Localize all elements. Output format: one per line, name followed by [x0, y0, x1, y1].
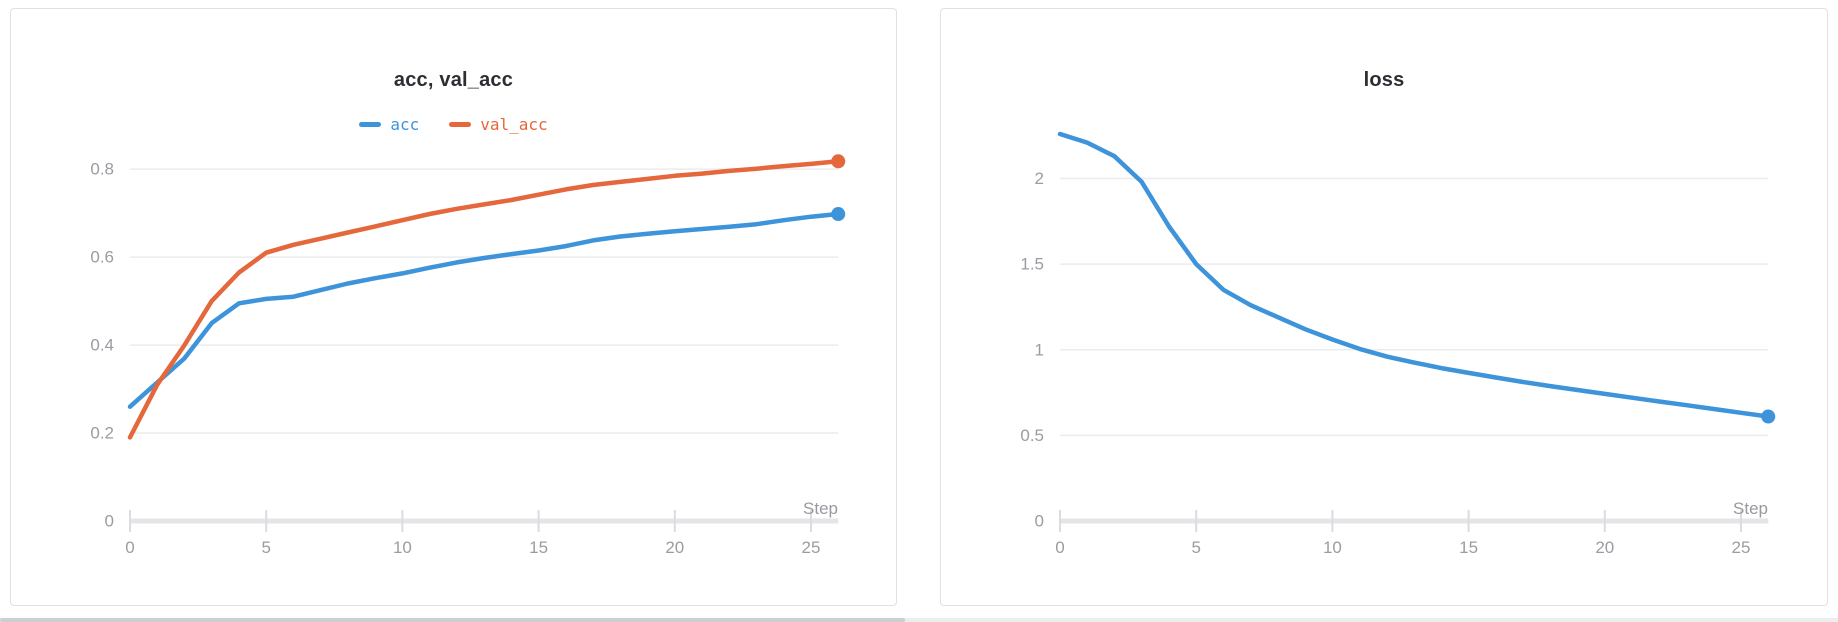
- val-acc-series-swatch: [449, 122, 472, 127]
- acc-chart-plot[interactable]: 0 0.2 0.4 0.6 0.8 0 5 10 15 20 25: [11, 9, 895, 604]
- x-tick-label: 15: [1459, 538, 1478, 557]
- y-tick-label: 0.4: [90, 336, 114, 355]
- end-point-dot-loss[interactable]: [1761, 409, 1776, 424]
- bottom-scrollbar-thumb[interactable]: [0, 618, 905, 622]
- y-tick-label: 0.8: [90, 160, 114, 179]
- x-tick-label: 0: [125, 538, 134, 557]
- chart-title-acc: acc, val_acc: [393, 69, 514, 91]
- x-axis-title-acc: Step: [803, 499, 838, 518]
- y-tick-label: 0: [105, 512, 114, 531]
- series-line-acc[interactable]: [127, 211, 841, 409]
- loss-chart-plot[interactable]: 00.511.520 5 10 15 20 25: [941, 9, 1826, 604]
- y-tick-label: 0.6: [90, 248, 114, 267]
- y-tick-label: 1.5: [1020, 255, 1044, 274]
- legend-label-acc: acc: [390, 115, 420, 134]
- x-tick-label: 25: [802, 538, 821, 557]
- legend-label-val-acc: val_acc: [480, 115, 548, 134]
- series-line-val_acc[interactable]: [127, 159, 841, 440]
- end-point-dot-acc[interactable]: [831, 207, 846, 222]
- legend-acc: acc val_acc: [11, 115, 896, 134]
- y-tick-label: 1: [1035, 340, 1044, 359]
- x-tick-label: 10: [1323, 538, 1342, 557]
- x-tick-label: 5: [1191, 538, 1200, 557]
- x-axis-line: [1060, 518, 1769, 524]
- y-tick-label: 0.2: [90, 424, 114, 443]
- legend-item-acc[interactable]: acc: [359, 115, 419, 134]
- acc-series-swatch: [359, 122, 382, 127]
- chart-panel-acc[interactable]: 0 0.2 0.4 0.6 0.8 0 5 10 15 20 25 acc, val_acc acc…: [10, 8, 897, 606]
- x-tick-label: 5: [261, 538, 270, 557]
- x-tick-label: 20: [665, 538, 684, 557]
- x-axis-line: [130, 518, 839, 524]
- chart-panel-loss[interactable]: 0 0.5 1 1.5 2 0 5 10 15 20 25 loss Step: [940, 8, 1828, 606]
- chart-title-loss: loss: [1363, 69, 1405, 91]
- legend-item-val-acc[interactable]: val_acc: [449, 115, 548, 134]
- x-axis-title-loss: Step: [1733, 499, 1768, 518]
- x-tick-label: 0: [1055, 538, 1064, 557]
- bottom-divider: [0, 618, 1838, 622]
- x-tick-label: 15: [529, 538, 548, 557]
- y-tick-label: 0.5: [1020, 426, 1044, 445]
- y-tick-label: 0: [1035, 512, 1044, 531]
- x-tick-label: 20: [1595, 538, 1614, 557]
- series-line-loss[interactable]: [1057, 131, 1771, 419]
- x-tick-label: 10: [393, 538, 412, 557]
- y-tick-label: 2: [1035, 169, 1044, 188]
- x-tick-label: 25: [1732, 538, 1751, 557]
- end-point-dot-val_acc[interactable]: [831, 154, 846, 169]
